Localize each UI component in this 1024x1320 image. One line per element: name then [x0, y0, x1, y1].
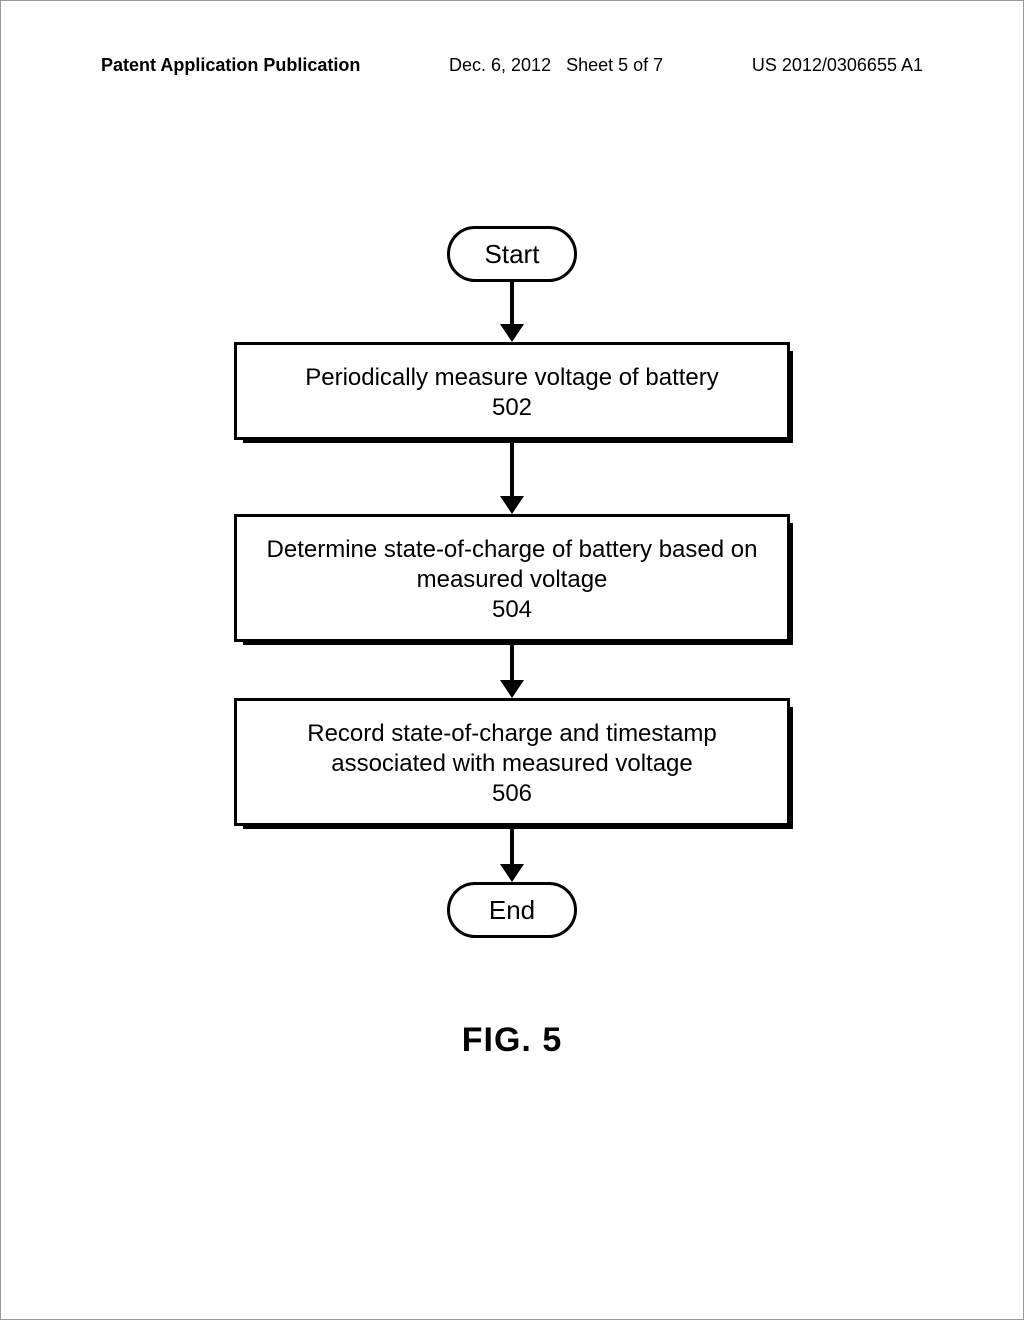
flow-process-506: Record state-of-charge and timestamp ass… — [234, 698, 790, 826]
process-text: Record state-of-charge and timestamp ass… — [307, 720, 717, 777]
flow-end-label: End — [489, 895, 535, 926]
header-date: Dec. 6, 2012 — [449, 55, 551, 75]
flowchart: Start Periodically measure voltage of ba… — [212, 226, 812, 938]
figure-label: FIG. 5 — [462, 1021, 562, 1060]
flow-end-terminator: End — [447, 882, 577, 938]
process-ref: 504 — [249, 595, 775, 625]
flow-arrow — [500, 826, 524, 882]
process-ref: 506 — [249, 779, 775, 809]
patent-page: Patent Application Publication Dec. 6, 2… — [0, 0, 1024, 1320]
process-text: Determine state-of-charge of battery bas… — [267, 536, 758, 593]
flow-start-terminator: Start — [447, 226, 577, 282]
header-publication-type: Patent Application Publication — [101, 55, 360, 76]
header-date-sheet: Dec. 6, 2012 Sheet 5 of 7 — [449, 55, 663, 76]
flow-process-504: Determine state-of-charge of battery bas… — [234, 514, 790, 642]
arrow-head-icon — [500, 680, 524, 698]
process-ref: 502 — [249, 393, 775, 423]
arrow-head-icon — [500, 496, 524, 514]
header-pubno: US 2012/0306655 A1 — [752, 55, 923, 76]
flow-start-label: Start — [485, 239, 540, 270]
process-text: Periodically measure voltage of battery — [305, 364, 719, 391]
page-header: Patent Application Publication Dec. 6, 2… — [1, 55, 1023, 76]
flow-arrow — [500, 642, 524, 698]
flow-arrow — [500, 282, 524, 342]
flow-process-502: Periodically measure voltage of battery … — [234, 342, 790, 440]
header-sheet: Sheet 5 of 7 — [566, 55, 663, 75]
flow-arrow — [500, 440, 524, 514]
arrow-head-icon — [500, 864, 524, 882]
arrow-head-icon — [500, 324, 524, 342]
